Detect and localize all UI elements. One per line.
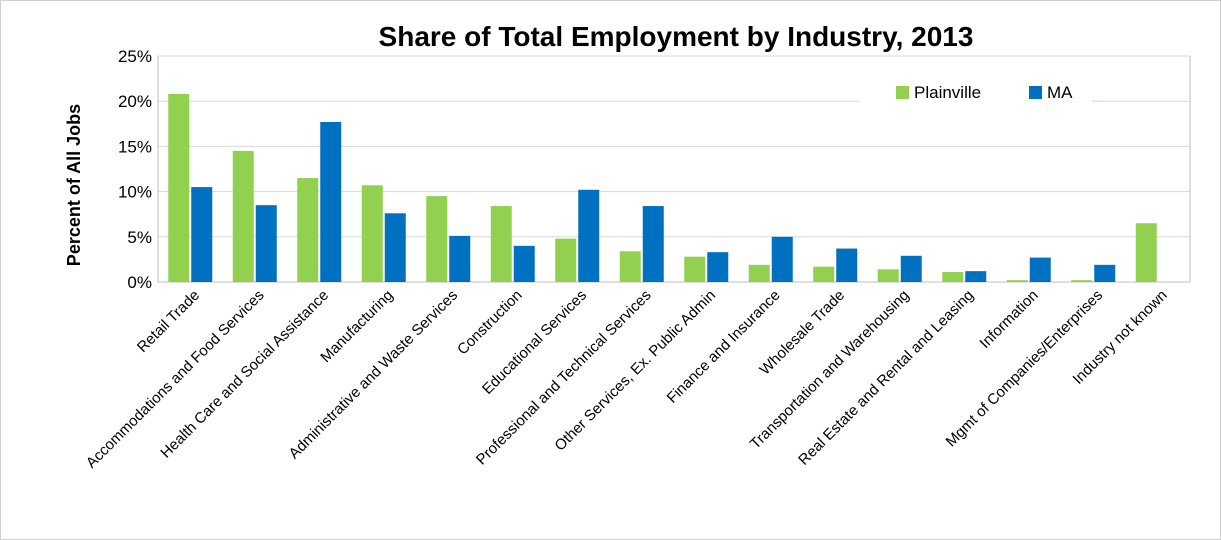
bar-plainville xyxy=(232,150,254,282)
bars xyxy=(168,93,1157,282)
bar-ma xyxy=(642,206,664,282)
bar-ma xyxy=(320,121,342,282)
bar-ma xyxy=(578,189,600,282)
y-tick-label: 20% xyxy=(118,92,152,111)
legend-swatch xyxy=(1029,86,1042,99)
y-axis-ticks: 0% 5% 10% 15% 20% 25% xyxy=(118,47,152,292)
bar-ma xyxy=(707,252,729,282)
y-tick-label: 10% xyxy=(118,183,152,202)
legend: Plainville MA xyxy=(860,81,1100,105)
bar-ma xyxy=(836,248,858,282)
bar-plainville xyxy=(813,266,835,282)
bar-ma xyxy=(449,235,471,282)
bar-ma xyxy=(900,255,922,282)
bar-plainville xyxy=(361,185,383,282)
bar-ma xyxy=(191,187,213,282)
bar-plainville xyxy=(877,269,899,282)
y-tick-label: 25% xyxy=(118,47,152,66)
bar-plainville xyxy=(748,264,770,282)
bar-plainville xyxy=(555,238,577,282)
y-tick-label: 15% xyxy=(118,137,152,156)
y-tick-label: 5% xyxy=(127,228,152,247)
bar-plainville xyxy=(426,196,448,282)
bar-plainville xyxy=(168,93,190,282)
bar-ma xyxy=(384,213,406,282)
bar-plainville xyxy=(619,251,641,282)
bar-plainville xyxy=(297,178,319,282)
bar-plainville xyxy=(942,272,964,282)
y-axis-title: Percent of All Jobs xyxy=(64,104,84,266)
y-tick-label: 0% xyxy=(127,273,152,292)
legend-label: MA xyxy=(1047,83,1073,102)
legend-label: Plainville xyxy=(914,83,981,102)
bar-plainville xyxy=(1135,223,1157,282)
bar-ma xyxy=(1094,264,1116,282)
bar-ma xyxy=(1029,257,1051,282)
bar-plainville xyxy=(490,206,512,282)
legend-swatch xyxy=(896,86,909,99)
bar-ma xyxy=(255,205,277,282)
bar-ma xyxy=(965,271,987,282)
bar-ma xyxy=(513,245,535,282)
bar-ma xyxy=(771,236,793,282)
bar-plainville xyxy=(1071,280,1093,282)
chart-title: Share of Total Employment by Industry, 2… xyxy=(379,21,974,52)
bar-plainville xyxy=(1006,280,1028,282)
bar-plainville xyxy=(684,256,706,282)
